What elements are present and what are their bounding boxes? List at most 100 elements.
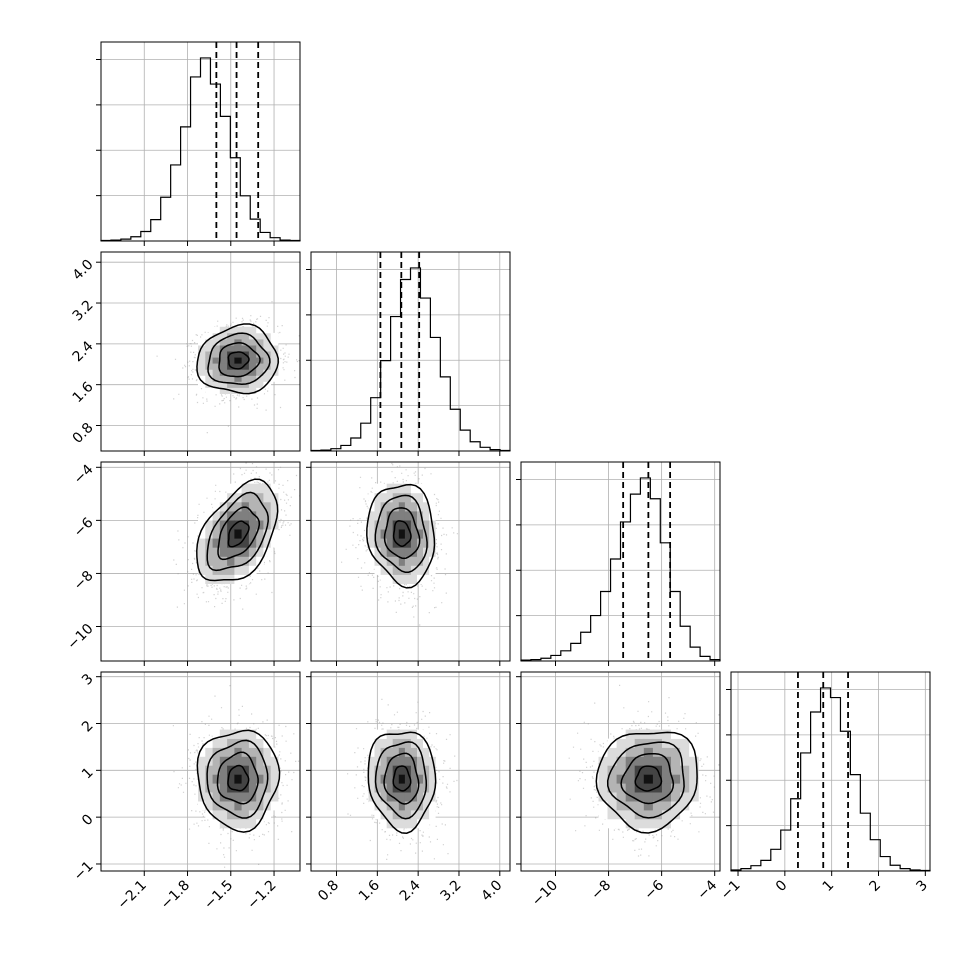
density-cell-2-0 bbox=[241, 511, 250, 521]
density-cell-1-0 bbox=[219, 363, 228, 370]
density-cell-2-1 bbox=[368, 520, 375, 530]
density-cell-3-1 bbox=[417, 756, 424, 766]
density-cell-3-0 bbox=[219, 765, 228, 775]
density-cell-3-2 bbox=[634, 819, 645, 829]
density-cell-2-1 bbox=[429, 538, 436, 548]
density-cell-3-2 bbox=[671, 801, 681, 811]
density-cell-2-0 bbox=[219, 511, 228, 521]
density-cell-3-2 bbox=[616, 801, 627, 811]
density-cell-2-1 bbox=[380, 511, 388, 521]
density-cell-3-0 bbox=[219, 747, 228, 757]
density-cell-3-2 bbox=[625, 783, 636, 793]
density-cell-3-2 bbox=[616, 747, 627, 757]
density-cell-2-1 bbox=[374, 529, 381, 539]
histogram-panel-0 bbox=[96, 41, 301, 246]
density-cell-3-2 bbox=[598, 756, 608, 766]
contour-2-1-3 bbox=[366, 483, 436, 589]
density-cell-3-2 bbox=[662, 747, 672, 757]
histogram-panel-2 bbox=[516, 461, 721, 666]
density-cell-2-0 bbox=[256, 520, 264, 530]
density-cell-1-0 bbox=[248, 369, 257, 376]
density-cell-3-0 bbox=[212, 756, 221, 766]
density-cell-1-0 bbox=[219, 381, 228, 388]
density-cell-3-1 bbox=[417, 792, 424, 802]
density-cell-3-1 bbox=[398, 765, 406, 775]
density-cell-2-1 bbox=[404, 565, 412, 575]
scatter-panel-2-0 bbox=[96, 461, 301, 666]
density-cell-3-0 bbox=[256, 801, 264, 811]
x-tick-label-1-1: 1.6 bbox=[356, 877, 383, 904]
density-cell-3-1 bbox=[380, 819, 388, 829]
density-cell-1-0 bbox=[241, 387, 250, 394]
density-cell-2-0 bbox=[248, 492, 257, 503]
hist-1-frame bbox=[310, 251, 511, 452]
density-cell-3-0 bbox=[205, 747, 213, 757]
density-cell-3-2 bbox=[643, 819, 654, 829]
density-cell-3-0 bbox=[227, 756, 235, 766]
density-cell-1-0 bbox=[219, 351, 228, 358]
density-cell-1-0 bbox=[270, 357, 279, 364]
density-cell-3-0 bbox=[227, 810, 235, 820]
density-cell-2-0 bbox=[219, 501, 228, 512]
density-cell-3-2 bbox=[625, 801, 636, 811]
contour-3-2-1 bbox=[620, 752, 675, 805]
density-cell-2-0 bbox=[227, 529, 235, 539]
density-cell-3-1 bbox=[423, 801, 430, 811]
density-cell-3-1 bbox=[410, 819, 418, 829]
contour-3-2-3 bbox=[595, 731, 698, 834]
density-cell-2-0 bbox=[263, 501, 272, 512]
density-cell-2-0 bbox=[219, 547, 228, 557]
density-cell-3-2 bbox=[643, 747, 654, 757]
density-cell-3-0 bbox=[227, 747, 235, 757]
density-cell-2-1 bbox=[368, 538, 375, 548]
density-cell-2-0 bbox=[212, 538, 221, 548]
density-cell-2-1 bbox=[423, 501, 430, 512]
density-cell-3-2 bbox=[643, 801, 654, 811]
density-cell-3-1 bbox=[374, 783, 381, 793]
panel-2-1-frame bbox=[310, 461, 511, 662]
density-cell-3-0 bbox=[234, 792, 243, 802]
density-cell-2-0 bbox=[241, 547, 250, 557]
density-cell-2-1 bbox=[392, 574, 400, 584]
scatter-panel-3-2 bbox=[516, 671, 721, 876]
density-cell-2-0 bbox=[241, 556, 250, 566]
density-cell-3-2 bbox=[652, 729, 663, 739]
density-cell-2-0 bbox=[227, 520, 235, 530]
density-cell-2-1 bbox=[386, 520, 394, 530]
density-cell-3-0 bbox=[212, 738, 221, 748]
density-cell-3-2 bbox=[634, 756, 645, 766]
density-cell-1-0 bbox=[248, 345, 257, 352]
density-cell-2-0 bbox=[248, 565, 257, 575]
density-cell-1-0 bbox=[248, 381, 257, 388]
density-cell-3-2 bbox=[634, 774, 645, 784]
density-cell-3-0 bbox=[241, 765, 250, 775]
density-cell-3-2 bbox=[634, 738, 645, 748]
density-cell-1-0 bbox=[256, 339, 264, 346]
density-cell-1-0 bbox=[270, 332, 279, 340]
density-cell-3-0 bbox=[270, 774, 279, 784]
density-cell-3-1 bbox=[380, 738, 388, 748]
density-cell-3-1 bbox=[429, 774, 436, 784]
density-cell-1-0 bbox=[263, 357, 272, 364]
density-cell-2-1 bbox=[374, 547, 381, 557]
density-cell-3-2 bbox=[680, 783, 690, 793]
density-cell-3-2 bbox=[643, 774, 654, 784]
density-cell-2-0 bbox=[212, 547, 221, 557]
density-cell-3-1 bbox=[392, 774, 400, 784]
density-cell-1-0 bbox=[256, 332, 264, 340]
density-cell-1-0 bbox=[205, 387, 213, 394]
density-cell-2-0 bbox=[248, 483, 257, 494]
density-cell-3-0 bbox=[219, 783, 228, 793]
density-cell-3-2 bbox=[662, 756, 672, 766]
density-cell-2-1 bbox=[392, 529, 400, 539]
y-tick-label-3-3: 2 bbox=[79, 718, 97, 736]
density-cell-2-1 bbox=[392, 556, 400, 566]
density-cell-2-1 bbox=[423, 511, 430, 521]
density-cell-3-2 bbox=[671, 810, 681, 820]
hist-step-0 bbox=[100, 57, 301, 242]
density-cell-3-2 bbox=[671, 738, 681, 748]
density-cell-1-0 bbox=[256, 363, 264, 370]
density-cell-3-2 bbox=[689, 756, 699, 766]
density-cell-3-0 bbox=[227, 801, 235, 811]
density-cell-3-1 bbox=[423, 819, 430, 829]
